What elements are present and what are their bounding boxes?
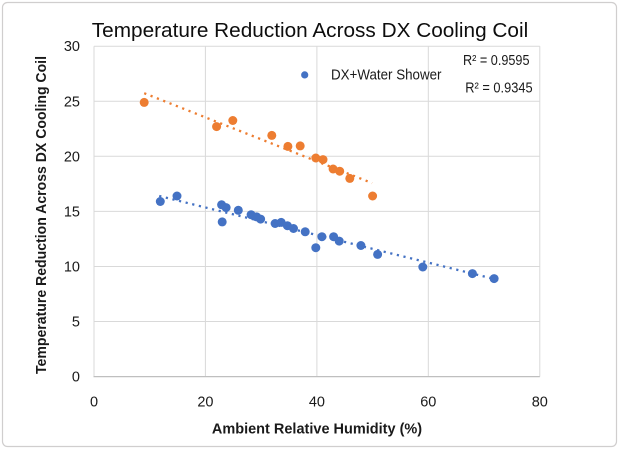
svg-text:20: 20	[64, 149, 80, 165]
svg-text:Temperature Reduction Across D: Temperature Reduction Across DX Cooling …	[92, 19, 528, 42]
svg-text:R² = 0.9595: R² = 0.9595	[463, 53, 530, 69]
svg-text:10: 10	[64, 260, 80, 276]
svg-text:5: 5	[72, 315, 80, 331]
svg-text:60: 60	[420, 395, 436, 411]
svg-text:15: 15	[64, 204, 80, 220]
svg-text:Ambient Relative Humidity (%): Ambient Relative Humidity (%)	[212, 422, 422, 438]
svg-text:0: 0	[72, 370, 80, 386]
svg-text:20: 20	[197, 395, 213, 411]
svg-text:40: 40	[309, 395, 325, 411]
svg-text:0: 0	[90, 395, 98, 411]
svg-text:30: 30	[64, 39, 80, 55]
svg-text:Temperature Reduction Across D: Temperature Reduction Across DX Cooling …	[34, 56, 50, 374]
svg-text:80: 80	[532, 395, 548, 411]
svg-text:R² = 0.9345: R² = 0.9345	[465, 80, 532, 96]
svg-text:DX+Water Shower: DX+Water Shower	[331, 68, 442, 84]
svg-text:25: 25	[64, 94, 80, 110]
